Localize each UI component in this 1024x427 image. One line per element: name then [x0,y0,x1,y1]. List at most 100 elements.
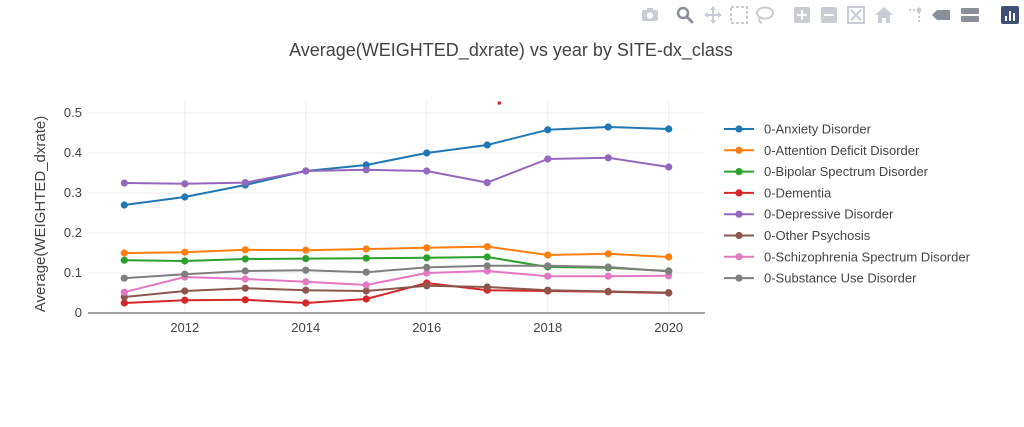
series-group [120,101,673,307]
legend-item[interactable]: 0-Substance Use Disorder [724,271,917,286]
series-line [124,282,669,304]
data-point [302,278,310,286]
legend-swatch-marker [735,146,743,154]
data-point [483,283,491,291]
hover-closest-icon[interactable] [932,10,950,20]
series-3 [120,253,673,275]
data-point [665,267,673,275]
legend-swatch-marker [735,231,743,240]
data-point [483,262,491,270]
annotation-dot [497,101,502,105]
data-point [120,299,128,307]
data-point [665,163,673,171]
legend-label: 0-Depressive Disorder [764,207,894,222]
data-point [362,268,370,276]
legend-label: 0-Dementia [764,185,832,200]
pan-icon[interactable] [704,6,722,24]
data-point [423,282,431,290]
data-point [423,244,431,252]
zoom-icon[interactable] [676,6,694,24]
data-point [423,167,431,175]
data-point [544,251,552,259]
data-point [241,267,249,275]
legend-item[interactable]: 0-Depressive Disorder [724,207,894,222]
legend: 0-Anxiety Disorder 0-Attention Deficit Di… [724,122,971,286]
legend-item[interactable]: 0-Attention Deficit Disorder [724,143,920,158]
legend-swatch-marker [735,274,743,282]
data-point [604,272,612,280]
series-4 [120,279,673,307]
data-point [241,296,249,304]
autoscale-icon[interactable] [847,6,865,24]
data-point [483,243,491,251]
data-point [181,257,189,265]
data-point [544,286,552,294]
chart-title: Average(WEIGHTED_dxrate) vs year by SITE… [289,40,733,61]
data-point [362,287,370,295]
data-point [362,245,370,253]
data-point [241,255,249,263]
axes: 0 0.1 0.2 0.3 0.4 0.5 2012 2014 2016 2018 2020 [64,105,705,335]
data-point [483,179,491,187]
data-point [362,281,370,289]
legend-label: 0-Other Psychosis [764,228,871,243]
y-tick-label: 0.1 [64,265,82,280]
data-point [302,255,310,263]
reset-axes-icon[interactable] [875,7,893,23]
data-point [665,253,673,261]
legend-item[interactable]: 0-Dementia [724,185,832,200]
hover-compare-icon[interactable] [961,8,979,22]
data-point [483,141,491,149]
data-point [181,296,189,304]
data-point [483,267,491,275]
series-line [124,245,669,258]
camera-icon[interactable] [642,8,658,21]
data-point [604,250,612,258]
data-point [241,179,249,187]
data-point [120,179,128,187]
zoom-out-icon[interactable] [821,7,837,23]
legend-swatch-marker [735,125,743,133]
data-point [241,246,249,254]
series-8 [120,262,673,282]
spike-lines-icon[interactable] [909,7,922,24]
data-point [181,193,189,201]
data-point [302,299,310,307]
lasso-select-icon[interactable] [756,6,774,24]
zoom-in-icon[interactable] [794,7,810,23]
y-tick-label: 0.5 [64,105,82,120]
legend-item[interactable]: 0-Schizophrenia Spectrum Disorder [724,249,971,264]
data-point [181,270,189,278]
data-point [302,266,310,274]
data-point [362,254,370,262]
data-point [302,167,310,175]
data-point [665,289,673,297]
legend-item[interactable]: 0-Other Psychosis [724,228,871,243]
data-point [665,125,673,133]
data-point [362,166,370,174]
y-tick-label: 0.4 [64,145,82,160]
y-tick-label: 0.3 [64,185,82,200]
x-tick-label: 2018 [533,320,562,335]
series-line [124,156,669,185]
data-point [241,275,249,283]
modebar-icons [642,6,1019,24]
legend-swatch-marker [735,168,743,176]
data-point [544,262,552,270]
y-tick-label: 0.2 [64,225,82,240]
data-point [120,249,128,257]
data-point [423,149,431,157]
legend-item[interactable]: 0-Anxiety Disorder [724,122,872,137]
series-line [124,264,669,280]
legend-item[interactable]: 0-Bipolar Spectrum Disorder [724,164,929,179]
grid-lines [88,101,705,313]
data-point [120,201,128,209]
series-2 [120,243,673,261]
data-point [302,246,310,254]
legend-label: 0-Anxiety Disorder [764,122,872,137]
box-select-icon[interactable] [730,6,748,24]
series-1 [120,123,673,209]
data-point [604,263,612,271]
x-tick-label: 2012 [170,320,199,335]
